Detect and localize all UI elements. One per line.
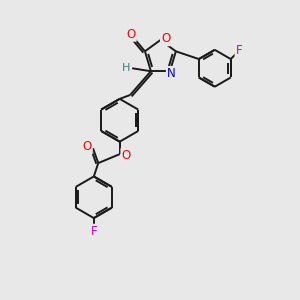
Text: O: O <box>161 32 170 45</box>
Text: O: O <box>126 28 136 40</box>
Text: F: F <box>91 225 97 238</box>
Text: H: H <box>122 63 130 73</box>
Text: F: F <box>236 44 242 57</box>
Text: N: N <box>167 67 176 80</box>
Text: O: O <box>122 149 131 162</box>
Text: O: O <box>82 140 91 153</box>
